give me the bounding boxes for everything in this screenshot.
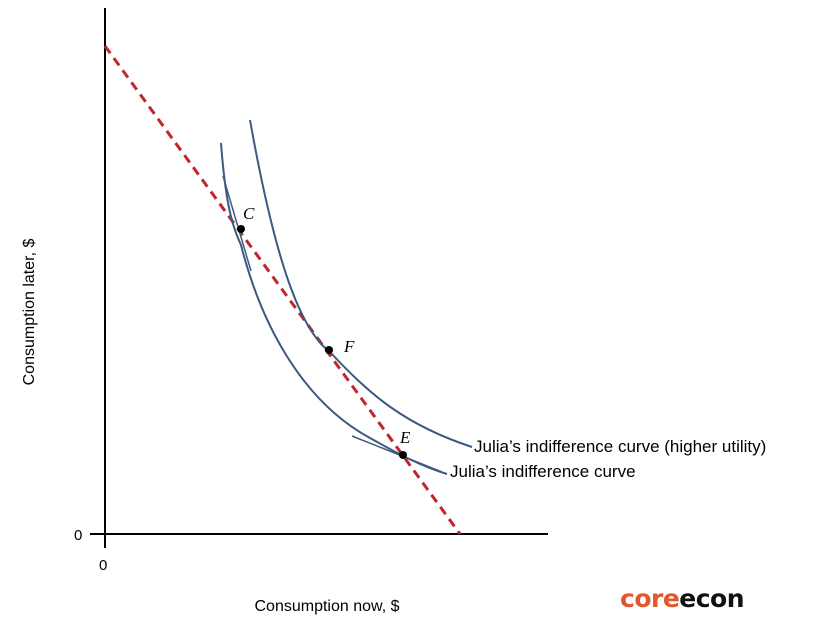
point-c-marker (237, 225, 245, 233)
coreecon-logo: coreecon (620, 584, 745, 613)
x-origin-label: 0 (99, 557, 107, 574)
logo-core-text: core (620, 584, 680, 613)
point-f-marker (325, 346, 333, 354)
tangent-line-e (351, 435, 443, 473)
point-e-label: E (399, 428, 411, 447)
y-axis-title: Consumption later, $ (21, 239, 38, 386)
x-axis-title: Consumption now, $ (255, 598, 400, 615)
tangent-line-c (222, 175, 252, 272)
higher-curve-label: Julia’s indifference curve (higher utili… (474, 437, 766, 456)
y-origin-label: 0 (74, 527, 82, 544)
lower-curve-label: Julia’s indifference curve (450, 462, 636, 481)
point-e-marker (399, 451, 407, 459)
logo-econ-text: econ (679, 584, 745, 613)
lower-indifference-curve (220, 142, 448, 475)
point-c-label: C (243, 204, 255, 223)
budget-line (103, 45, 462, 535)
point-f-label: F (343, 337, 355, 356)
